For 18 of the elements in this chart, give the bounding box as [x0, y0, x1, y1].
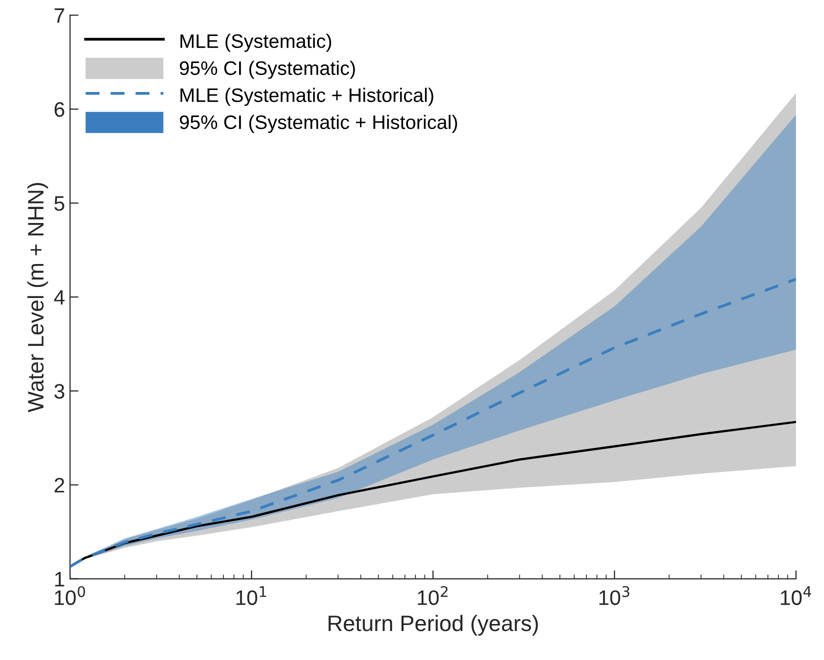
legend-label: MLE (Systematic): [180, 34, 332, 52]
y-tick-label: 7: [54, 8, 64, 23]
y-tick-label: 4: [54, 290, 65, 305]
y-tick-label: 2: [54, 478, 64, 492]
legend-label: 95% CI (Systematic): [180, 60, 355, 79]
x-tick-label: 10$^{2}$: [418, 586, 448, 606]
x-tick-label: 10$^{1}$: [236, 586, 266, 606]
y-axis-title: Water Level (m + NHN): [27, 183, 48, 412]
y-tick-label: 1: [55, 572, 64, 586]
y-tick-label: 3: [54, 384, 64, 399]
legend-label: 95% CI (Systematic + Historical): [180, 114, 458, 133]
legend-label: MLE (Systematic + Historical): [180, 88, 434, 106]
x-tick-label: 10$^{0}$: [54, 586, 86, 606]
y-tick-label: 5: [54, 196, 64, 211]
x-tick-label: 10$^{3}$: [599, 586, 630, 606]
y-tick-label: 6: [54, 102, 64, 117]
x-tick-label: 10$^{4}$: [780, 586, 812, 606]
x-axis-title: Return Period (years): [328, 614, 538, 636]
